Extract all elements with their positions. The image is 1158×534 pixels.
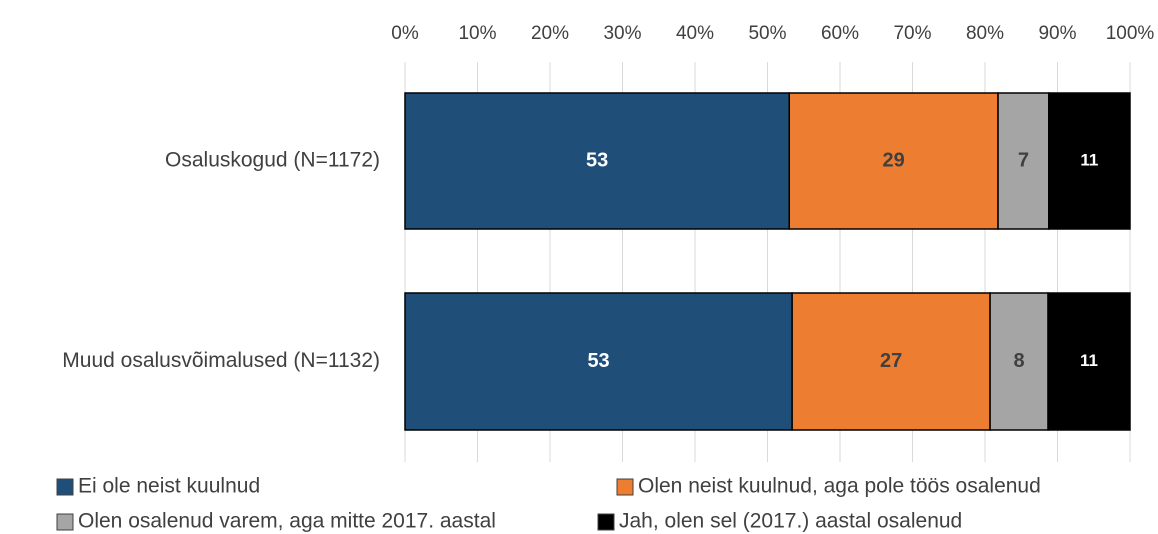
legend-label: Jah, olen sel (2017.) aastal osalenud (619, 510, 962, 533)
x-tick-label: 80% (966, 23, 1004, 44)
x-tick-label: 10% (458, 23, 496, 44)
x-tick-label: 90% (1038, 23, 1076, 44)
category-label: Osaluskogud (N=1172) (165, 149, 380, 172)
x-tick-label: 30% (603, 23, 641, 44)
legend-swatch (56, 513, 74, 531)
data-label: 29 (883, 149, 905, 171)
bar-segment (1048, 92, 1131, 230)
x-tick-label: 20% (531, 23, 569, 44)
legend-swatch (597, 513, 615, 531)
bar-segment (788, 92, 999, 230)
x-tick-label: 100% (1106, 23, 1155, 44)
x-tick-label: 70% (893, 23, 931, 44)
data-label: 7 (1018, 149, 1029, 171)
x-tick-label: 60% (821, 23, 859, 44)
bar-segment (404, 292, 793, 431)
category-label: Muud osalusvõimalused (N=1132) (62, 349, 380, 372)
data-label: 53 (586, 149, 608, 171)
x-tick-label: 40% (676, 23, 714, 44)
legend-label: Olen neist kuulnud, aga pole töös osalen… (638, 475, 1041, 498)
data-label: 27 (880, 350, 902, 372)
bar-segment (791, 292, 991, 431)
legend-swatch (56, 478, 74, 496)
data-label: 53 (587, 350, 609, 372)
bar-segment (989, 292, 1049, 431)
data-label: 11 (1080, 150, 1098, 169)
bar-segment (404, 92, 790, 230)
data-label: 11 (1080, 351, 1098, 370)
legend-label: Ei ole neist kuulnud (78, 475, 260, 498)
x-tick-label: 0% (391, 23, 419, 44)
bar-segment (1047, 292, 1131, 431)
x-tick-label: 50% (748, 23, 786, 44)
legend-label: Olen osalenud varem, aga mitte 2017. aas… (78, 510, 496, 533)
legend-swatch (616, 478, 634, 496)
data-label: 8 (1014, 350, 1025, 372)
